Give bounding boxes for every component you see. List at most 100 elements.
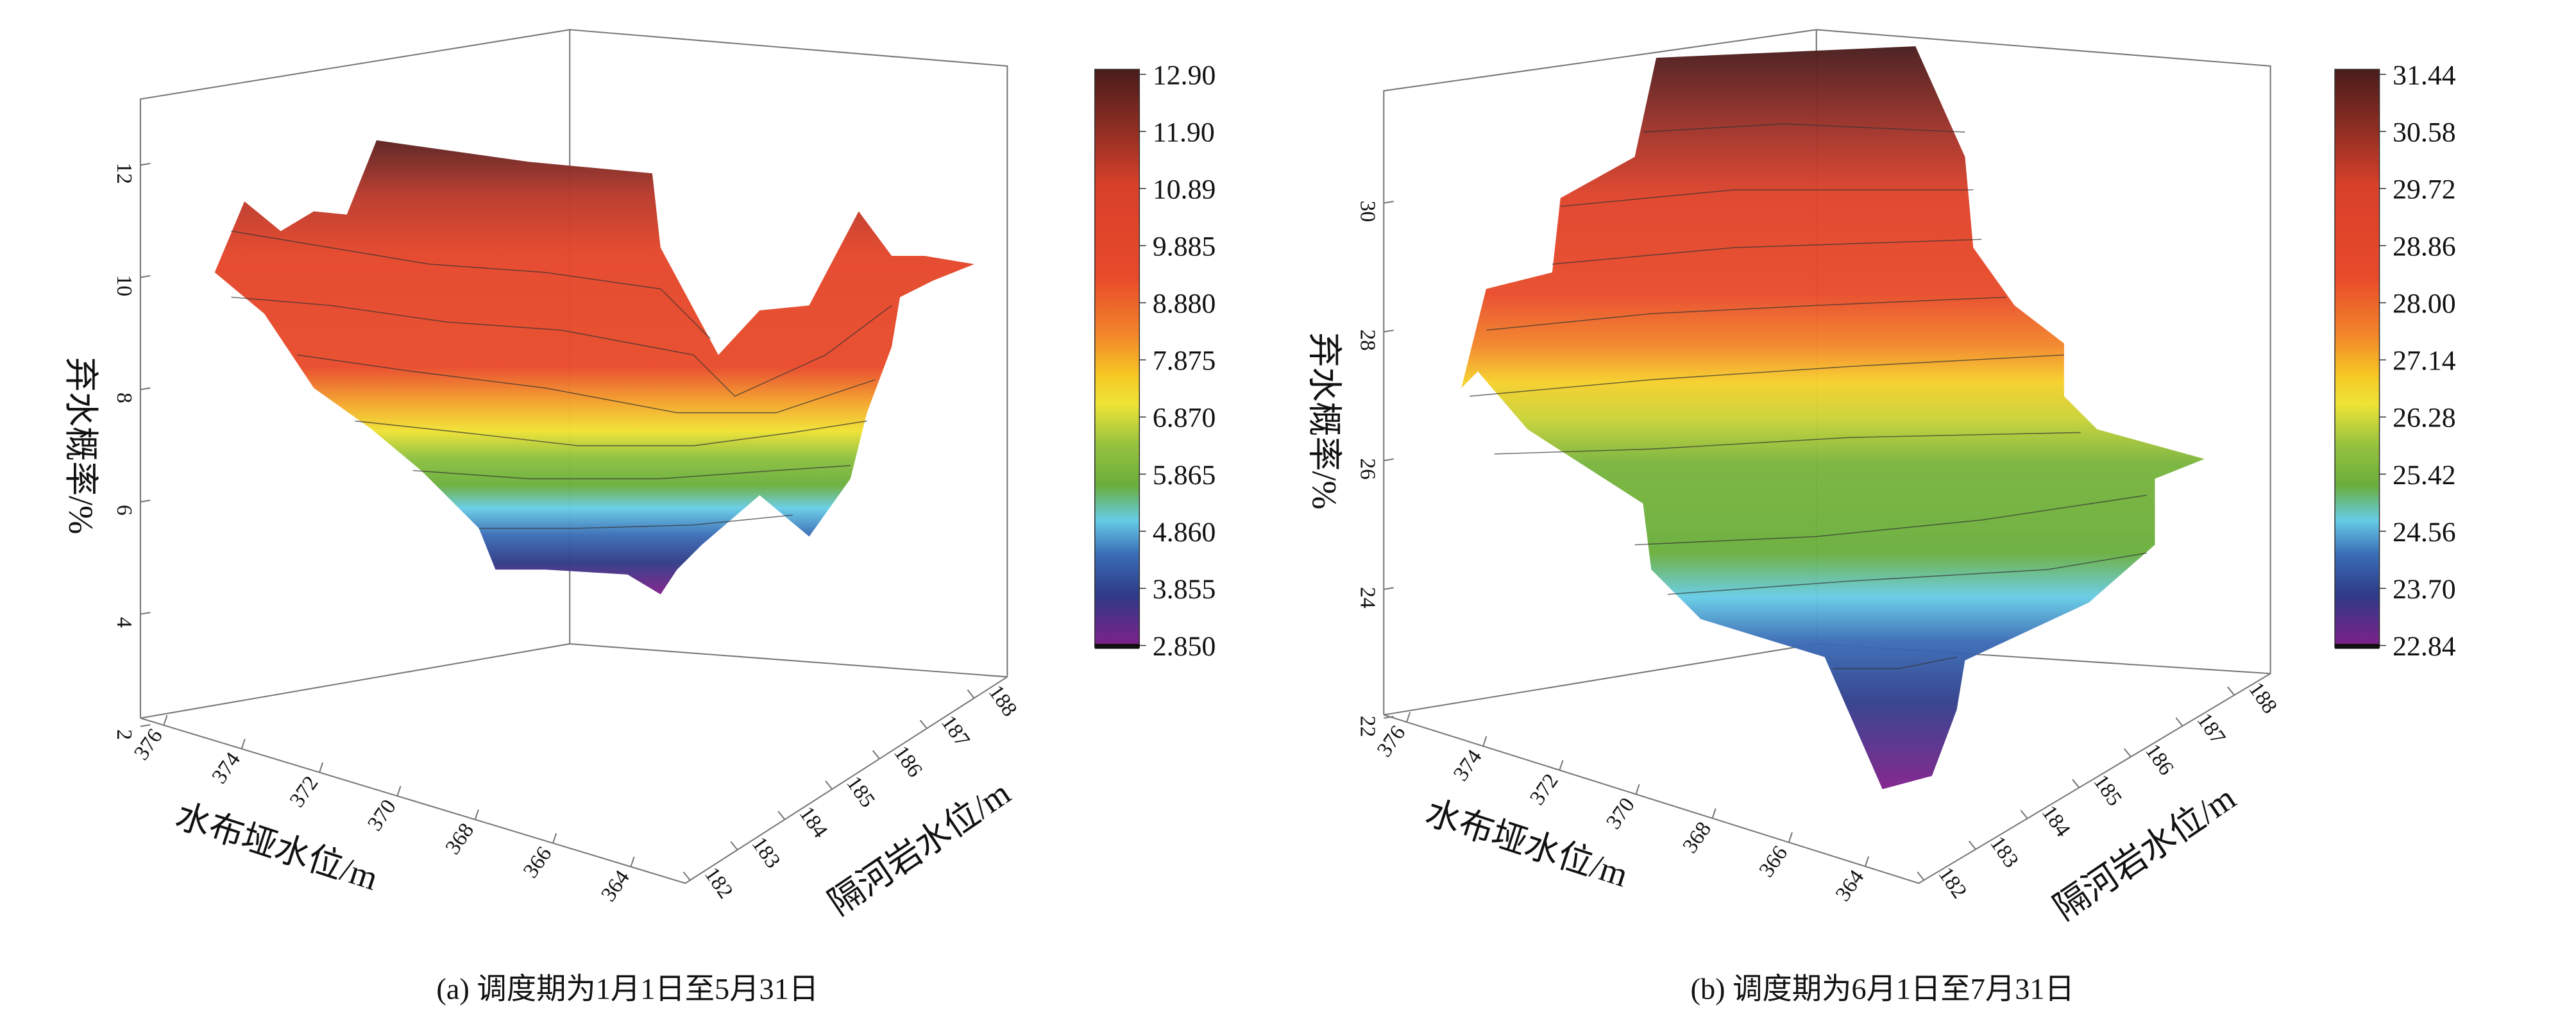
z-tick-label: 10 xyxy=(112,275,136,296)
contour-lines-b xyxy=(1470,123,2147,670)
y-tick-label: 188 xyxy=(984,681,1022,721)
z-tick-label: 12 xyxy=(112,163,136,184)
colorbar-label: 9.885 xyxy=(1153,231,1216,262)
x-tick-mark xyxy=(163,715,168,726)
x-tick-label: 366 xyxy=(1754,841,1792,881)
x-tick-mark xyxy=(319,762,324,773)
x-tick-mark xyxy=(396,786,402,797)
x-tick-mark xyxy=(1406,712,1411,723)
colorbar-b xyxy=(2334,69,2380,648)
z-tick-mark xyxy=(1384,458,1394,462)
z-tick-mark xyxy=(1384,329,1394,333)
y-tick-mark xyxy=(2123,748,2131,757)
z-ticks-b: 30 28 26 24 22 xyxy=(1355,201,1394,737)
y-tick-label: 184 xyxy=(2037,801,2075,841)
z-tick-mark xyxy=(1384,587,1394,591)
y-tick-mark xyxy=(2020,809,2028,819)
colorbar-label: 30.58 xyxy=(2393,117,2455,148)
colorbar-b-end xyxy=(2335,643,2380,649)
x-tick-label: 372 xyxy=(285,772,323,811)
y-tick-mark xyxy=(2227,686,2235,696)
colorbar-label: 10.89 xyxy=(1153,174,1216,205)
x-tick-mark xyxy=(241,738,246,749)
z-tick-mark xyxy=(140,499,151,503)
z-tick-mark xyxy=(140,612,151,615)
x-tick-mark xyxy=(630,856,635,867)
y-tick-mark xyxy=(1917,871,1925,881)
z-tick-mark xyxy=(140,162,151,166)
colorbar-label: 8.880 xyxy=(1153,289,1216,319)
x-tick-label: 374 xyxy=(207,748,245,788)
x-tick-label: 374 xyxy=(1449,745,1487,786)
x-tick-mark xyxy=(552,832,557,844)
z-tick-mark xyxy=(140,274,151,278)
y-tick-mark xyxy=(2175,717,2183,727)
contour-lines-a xyxy=(231,230,892,529)
z-tick-label: 30 xyxy=(1355,201,1379,222)
z-axis-label-b: 弃水概率/% xyxy=(1305,332,1344,509)
surface-a xyxy=(214,140,974,595)
y-tick-label: 182 xyxy=(1934,863,1972,903)
colorbar-label: 27.14 xyxy=(2393,346,2456,376)
colorbar-label: 2.850 xyxy=(1153,631,1216,662)
z-tick-mark xyxy=(1384,716,1394,719)
colorbar-labels-b: 31.44 30.58 29.72 28.86 28.00 27.14 26.28 25.42… xyxy=(2379,60,2456,662)
colorbar-label: 7.875 xyxy=(1153,346,1216,376)
colorbar-label: 26.28 xyxy=(2393,403,2455,434)
z-tick-label: 26 xyxy=(1355,458,1379,479)
colorbar-label: 5.865 xyxy=(1153,460,1216,491)
z-tick-label: 2 xyxy=(112,729,136,740)
z-tick-label: 4 xyxy=(112,617,136,628)
axis-box xyxy=(139,29,1008,884)
y-tick-label: 182 xyxy=(700,863,738,903)
colorbar-label: 23.70 xyxy=(2393,574,2455,605)
colorbar-label: 3.855 xyxy=(1153,574,1216,605)
y-tick-label: 186 xyxy=(2140,739,2178,779)
y-tick-mark xyxy=(967,689,975,699)
x-tick-label: 368 xyxy=(441,819,479,859)
x-axis-label-b: 水布垭水位/m xyxy=(1421,793,1632,894)
y-tick-label: 188 xyxy=(2244,678,2282,718)
y-tick-label: 184 xyxy=(795,802,833,843)
x-axis-label-a: 水布垭水位/m xyxy=(171,796,383,897)
x-tick-label: 372 xyxy=(1525,770,1563,809)
caption-b: (b) 调度期为6月1日至7月31日 xyxy=(1691,973,2074,1006)
x-tick-label: 364 xyxy=(1831,866,1868,906)
x-tick-mark xyxy=(474,809,479,820)
colorbar-a xyxy=(1094,69,1140,648)
z-tick-label: 22 xyxy=(1355,716,1379,737)
y-tick-mark xyxy=(682,871,691,881)
colorbar-label: 28.86 xyxy=(2393,231,2455,262)
colorbar-label: 22.84 xyxy=(2393,631,2456,662)
x-tick-mark xyxy=(1711,808,1716,819)
colorbar-a-end xyxy=(1094,643,1140,649)
x-tick-mark xyxy=(1559,760,1564,771)
z-tick-label: 28 xyxy=(1355,330,1379,351)
x-tick-label: 368 xyxy=(1678,818,1716,857)
x-tick-mark xyxy=(1864,856,1870,867)
y-tick-mark xyxy=(2072,779,2080,788)
colorbar-label: 6.870 xyxy=(1153,403,1216,434)
y-axis-label-b: 隔河岩水位/m xyxy=(2047,779,2242,928)
x-tick-label: 366 xyxy=(519,843,557,882)
y-tick-mark xyxy=(730,841,738,850)
y-tick-label: 185 xyxy=(2089,770,2126,810)
colorbar-label: 12.90 xyxy=(1153,60,1216,90)
x-tick-label: 364 xyxy=(597,866,634,906)
x-tick-mark xyxy=(1788,832,1793,843)
y-tick-label: 183 xyxy=(747,832,785,872)
z-tick-mark xyxy=(140,387,151,391)
y-tick-label: 186 xyxy=(889,741,927,781)
surface-b xyxy=(1461,46,2205,789)
x-tick-mark xyxy=(1482,736,1487,746)
z-tick-mark xyxy=(1384,201,1394,204)
y-tick-mark xyxy=(1968,840,1976,850)
colorbar-label: 29.72 xyxy=(2393,174,2455,205)
y-tick-mark xyxy=(825,780,833,790)
colorbar-label: 31.44 xyxy=(2393,60,2456,90)
y-tick-mark xyxy=(919,720,928,729)
z-tick-label: 6 xyxy=(112,505,136,516)
